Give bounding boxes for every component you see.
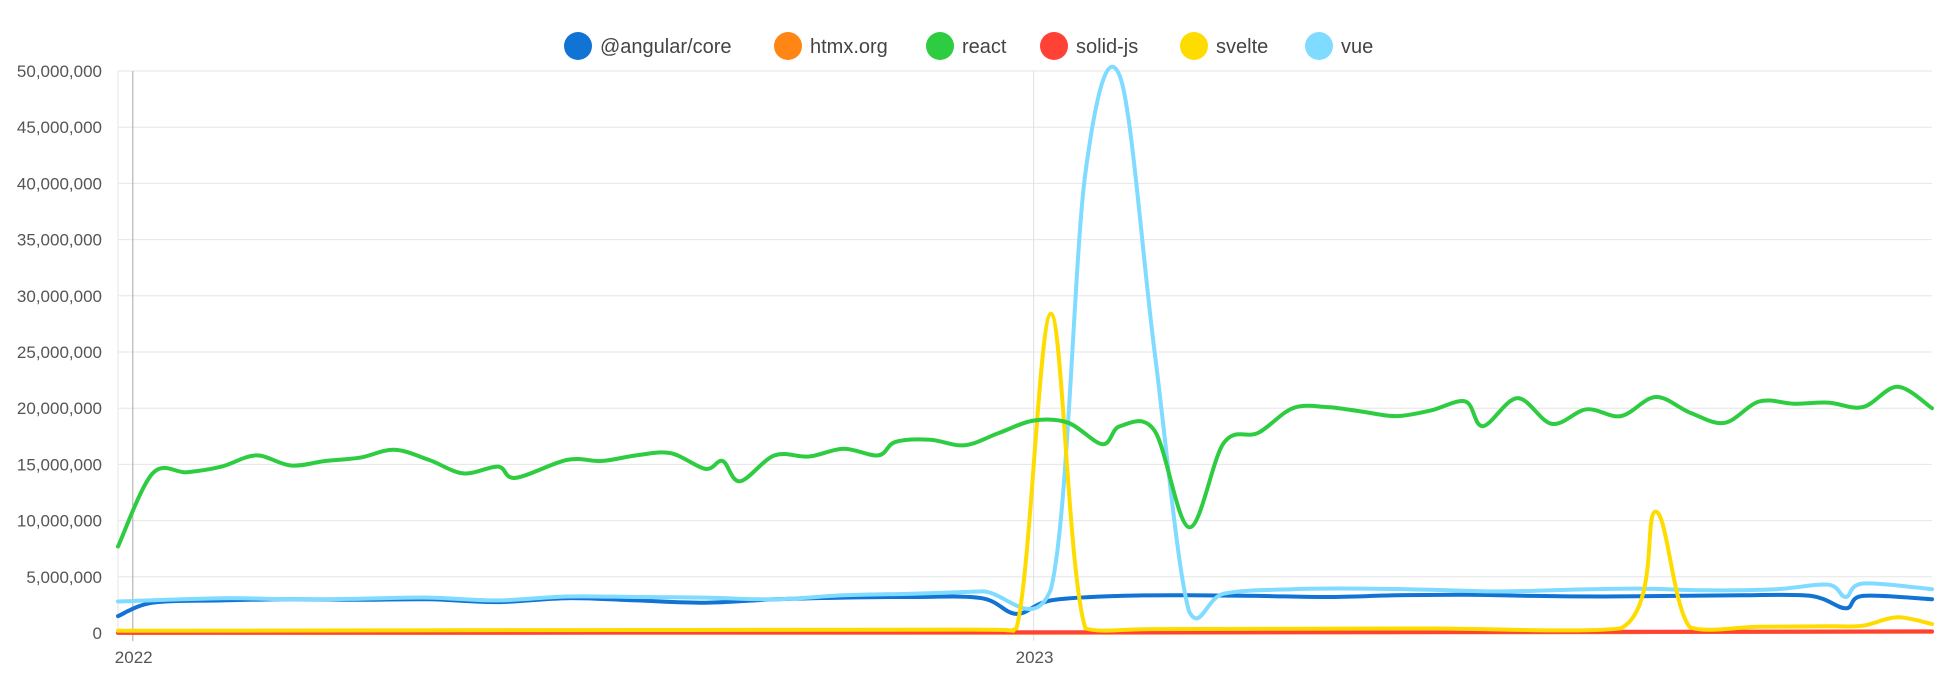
series-line-vue: [116, 64, 1934, 621]
y-tick-label: 0: [93, 624, 102, 643]
y-tick-label: 5,000,000: [26, 568, 102, 587]
y-tick-label: 30,000,000: [17, 287, 102, 306]
legend-label: svelte: [1216, 36, 1268, 58]
legend-swatch: [774, 32, 802, 60]
y-tick-label: 15,000,000: [17, 455, 102, 474]
legend-label: vue: [1341, 36, 1373, 58]
legend-label: @angular/core: [600, 36, 731, 58]
y-axis: 0 5,000,000 10,000,000 15,000,000 20,000,000…: [17, 62, 102, 643]
legend-swatch: [1180, 32, 1208, 60]
legend-item[interactable]: solid-js: [1040, 32, 1138, 60]
series-line-solid-js: [116, 629, 1934, 635]
series-lines: [116, 64, 1934, 635]
legend-label: solid-js: [1076, 36, 1138, 58]
y-tick-label: 35,000,000: [17, 231, 102, 250]
legend-label: htmx.org: [810, 36, 888, 58]
legend-swatch: [926, 32, 954, 60]
grid: [117, 70, 1932, 641]
legend-item[interactable]: svelte: [1180, 32, 1268, 60]
series-line-svelte: [116, 311, 1934, 633]
legend-swatch: [1040, 32, 1068, 60]
legend-swatch: [564, 32, 592, 60]
legend-item[interactable]: react: [926, 32, 1007, 60]
x-tick-label: 2022: [115, 648, 153, 667]
legend-item[interactable]: htmx.org: [774, 32, 888, 60]
y-tick-label: 25,000,000: [17, 343, 102, 362]
y-tick-label: 40,000,000: [17, 174, 102, 193]
x-axis: 2022 2023: [115, 632, 1932, 667]
legend-item[interactable]: vue: [1305, 32, 1373, 60]
x-tick-label: 2023: [1016, 648, 1054, 667]
y-tick-label: 10,000,000: [17, 512, 102, 531]
legend-item[interactable]: @angular/core: [564, 32, 731, 60]
series-line-react: [116, 384, 1934, 549]
legend-label: react: [962, 36, 1007, 58]
y-tick-label: 20,000,000: [17, 399, 102, 418]
legend: @angular/core htmx.org react solid-js svelte…: [564, 32, 1373, 60]
y-tick-label: 45,000,000: [17, 118, 102, 137]
legend-swatch: [1305, 32, 1333, 60]
y-tick-label: 50,000,000: [17, 62, 102, 81]
